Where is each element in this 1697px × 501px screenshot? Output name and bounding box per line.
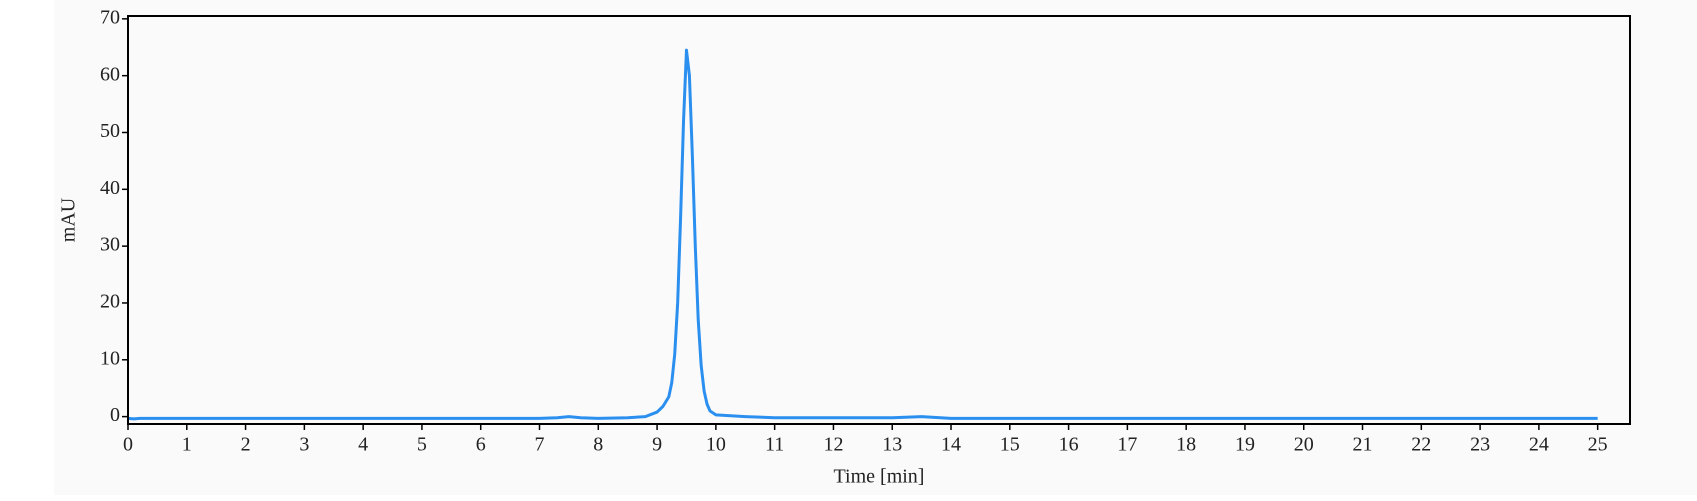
x-tick-label: 19 xyxy=(1235,434,1255,456)
x-tick-label: 3 xyxy=(299,434,309,456)
x-tick-label: 25 xyxy=(1588,434,1608,456)
x-tick-label: 18 xyxy=(1176,434,1196,456)
x-tick-label: 7 xyxy=(535,434,545,456)
x-tick-label: 22 xyxy=(1411,434,1431,456)
y-tick-label: 0 xyxy=(110,404,120,426)
plot-background xyxy=(54,0,1697,495)
x-tick-label: 9 xyxy=(652,434,662,456)
plot-frame xyxy=(127,15,1631,425)
x-tick-label: 4 xyxy=(358,434,368,456)
series-line xyxy=(127,48,1598,421)
x-tick-label: 11 xyxy=(765,434,784,456)
x-tick-label: 20 xyxy=(1294,434,1314,456)
x-tick-label: 2 xyxy=(241,434,251,456)
x-tick-label: 21 xyxy=(1353,434,1373,456)
x-tick-label: 23 xyxy=(1470,434,1490,456)
y-tick-label: 10 xyxy=(100,347,120,369)
x-tick-label: 24 xyxy=(1529,434,1549,456)
x-tick-label: 12 xyxy=(823,434,843,456)
x-tick-label: 5 xyxy=(417,434,427,456)
x-tick-label: 8 xyxy=(593,434,603,456)
x-axis-label: Time [min] xyxy=(834,466,925,488)
x-tick-label: 14 xyxy=(941,434,961,456)
y-tick-label: 70 xyxy=(100,6,120,28)
x-tick-label: 6 xyxy=(476,434,486,456)
y-tick-label: 20 xyxy=(100,291,120,313)
y-tick-label: 60 xyxy=(100,63,120,85)
x-tick-label: 10 xyxy=(706,434,726,456)
x-tick-label: 1 xyxy=(182,434,192,456)
y-tick-label: 30 xyxy=(100,234,120,256)
y-axis-label: mAU xyxy=(58,197,80,242)
x-tick-label: 13 xyxy=(882,434,902,456)
y-tick-label: 40 xyxy=(100,177,120,199)
x-tick-label: 17 xyxy=(1117,434,1137,456)
x-tick-label: 0 xyxy=(123,434,133,456)
y-tick-label: 50 xyxy=(100,120,120,142)
x-tick-label: 15 xyxy=(1000,434,1020,456)
x-tick-label: 16 xyxy=(1059,434,1079,456)
